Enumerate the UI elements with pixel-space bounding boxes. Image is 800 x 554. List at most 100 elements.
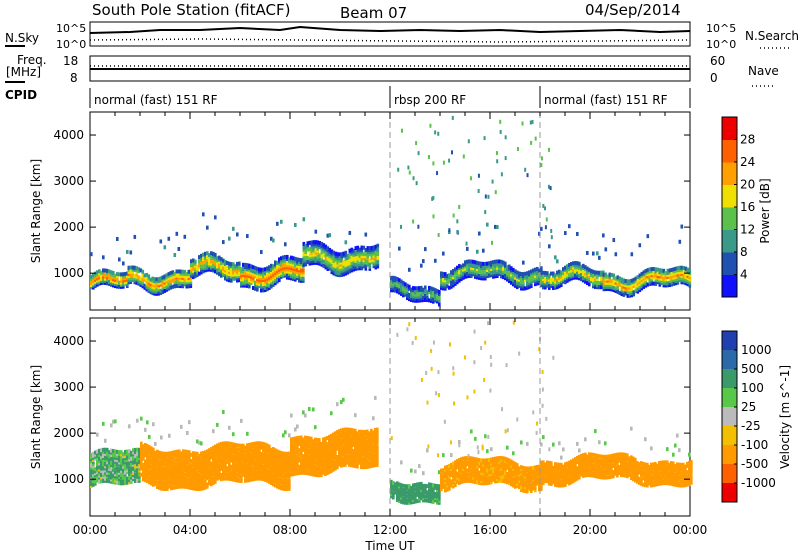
velocity-cell (314, 464, 317, 469)
power-cell (478, 263, 481, 268)
power-cell (120, 272, 123, 277)
velocity-cell (324, 440, 327, 445)
velocity-cell (374, 432, 377, 437)
power-cell (556, 280, 559, 285)
velocity-cell (354, 433, 357, 438)
power-cell (540, 268, 543, 273)
power-cell (664, 277, 668, 282)
velocity-cell (148, 447, 151, 452)
power-cell (670, 282, 674, 287)
power-cell (506, 265, 509, 270)
power-cell (332, 271, 336, 276)
velocity-cell (272, 480, 275, 485)
velocity-cell (424, 490, 427, 495)
velocity-cell (344, 446, 347, 451)
power-cell (516, 278, 519, 283)
velocity-cell (338, 451, 341, 456)
power-cell (143, 277, 147, 282)
velocity-cell (348, 450, 351, 455)
power-cell (648, 279, 652, 284)
velocity-cell (110, 469, 113, 474)
velocity-cell (240, 443, 243, 448)
power-cell (654, 273, 658, 278)
power-cell (292, 264, 295, 269)
power-cell (576, 275, 579, 280)
velocity-cell (234, 463, 237, 468)
velocity-cell (264, 442, 267, 447)
power-cell (495, 151, 498, 156)
velocity-cell (324, 443, 327, 448)
power-cell (141, 273, 145, 278)
velocity-cell (414, 499, 417, 504)
velocity-cell (360, 442, 363, 447)
velocity-cell (174, 470, 177, 475)
velocity-cell (200, 457, 203, 462)
power-cell (290, 274, 293, 279)
power-cell (374, 246, 378, 251)
power-cell (149, 286, 153, 291)
velocity-cell (278, 452, 281, 457)
velocity-cell (376, 460, 379, 465)
power-cell (320, 254, 324, 259)
velocity-cell (260, 455, 263, 460)
noise-tick-high-right: 10^5 (706, 22, 736, 35)
power-cell (214, 269, 217, 274)
power-cell (408, 295, 411, 300)
velocity-cell (192, 467, 195, 472)
power-cell (120, 276, 123, 281)
velocity-cell (238, 462, 241, 467)
power-cell (98, 279, 101, 284)
velocity-cell (348, 442, 351, 447)
velocity-cell (120, 458, 123, 463)
velocity-cell (116, 460, 119, 465)
velocity-cell (146, 462, 149, 467)
power-cell (364, 252, 368, 257)
velocity-cell (176, 472, 179, 477)
power-cell (480, 261, 483, 266)
velocity-cell (304, 435, 307, 440)
power-cell (630, 282, 634, 287)
velocity-cell (254, 468, 257, 473)
velocity-cell (316, 471, 319, 476)
power-cell (222, 273, 225, 278)
power-cell (346, 264, 350, 269)
velocity-cell (160, 465, 163, 470)
velocity-cell (274, 450, 277, 455)
power-cell (644, 277, 648, 282)
velocity-cell (272, 451, 275, 456)
power-cell (654, 277, 658, 282)
velocity-cell (270, 451, 273, 456)
velocity-cell (296, 458, 299, 463)
power-cell (574, 261, 577, 266)
velocity-cell (250, 465, 253, 470)
power-cell (594, 272, 597, 277)
velocity-cell (106, 456, 109, 461)
power-cell (118, 272, 121, 277)
velocity-cell (262, 468, 265, 473)
power-cell (328, 264, 332, 269)
power-cell (334, 251, 338, 256)
power-cell (110, 280, 113, 285)
power-cell (662, 281, 666, 286)
power-cell (198, 255, 201, 260)
power-cell (284, 242, 287, 247)
power-cell (530, 283, 533, 288)
power-cell (302, 244, 306, 249)
velocity-cell (204, 466, 207, 471)
power-cell (114, 279, 117, 284)
power-cell (171, 272, 175, 277)
velocity-cell (166, 468, 169, 473)
power-cell (183, 278, 187, 283)
power-cell (338, 256, 342, 261)
power-cell (298, 259, 301, 264)
velocity-cell (118, 479, 121, 484)
velocity-cell (324, 457, 327, 462)
velocity-cell (156, 474, 159, 479)
power-cell (674, 281, 678, 286)
power-cell (344, 263, 348, 268)
power-cell (224, 266, 227, 271)
velocity-cell (164, 466, 167, 471)
velocity-cell (190, 459, 193, 464)
power-cell (648, 271, 652, 276)
velocity-cell (212, 449, 215, 454)
